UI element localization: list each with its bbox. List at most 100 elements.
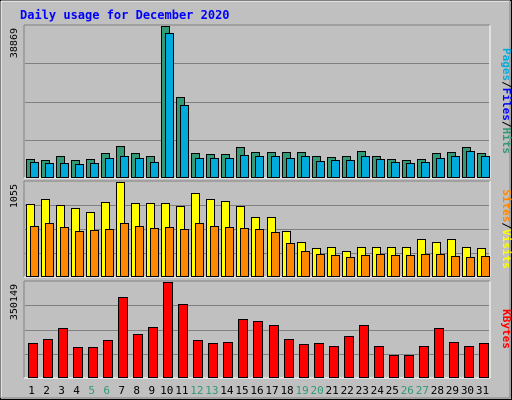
bar-sites-day-24: [376, 254, 385, 277]
legend-entry: /: [500, 121, 512, 128]
series-files: [30, 33, 490, 178]
bar-sites-day-3: [60, 227, 69, 277]
bar-sites-day-6: [105, 229, 114, 277]
x-tick-label-day-15: 15: [235, 384, 248, 397]
bar-kbytes-day-10: [163, 282, 173, 378]
panel-2: 1055 Sites/Visits: [9, 180, 512, 278]
x-tick-label-day-7: 7: [118, 384, 125, 397]
bar-sites-day-22: [346, 257, 355, 277]
chart-title: Daily usage for December 2020: [20, 8, 230, 22]
bar-sites-day-21: [331, 255, 340, 277]
x-tick-label-day-4: 4: [73, 384, 80, 397]
bar-sites-day-2: [45, 223, 54, 277]
bar-files-day-15: [240, 155, 249, 178]
bar-files-day-21: [331, 160, 340, 178]
x-tick-label-day-30: 30: [461, 384, 474, 397]
bar-sites-day-1: [30, 226, 39, 277]
bar-sites-day-23: [361, 255, 370, 277]
legend-entry: /: [500, 81, 512, 88]
bar-files-day-23: [361, 156, 370, 178]
bar-files-day-2: [45, 163, 54, 178]
bar-files-day-26: [406, 163, 415, 178]
bar-kbytes-day-25: [389, 355, 399, 378]
bar-kbytes-day-31: [479, 343, 489, 378]
bar-files-day-14: [225, 158, 234, 178]
y-axis-max-label: 38869: [9, 28, 20, 58]
bar-sites-day-28: [436, 254, 445, 277]
bar-kbytes-day-14: [223, 342, 233, 378]
bar-sites-day-17: [271, 232, 280, 277]
x-tick-label-day-10: 10: [160, 384, 173, 397]
bar-kbytes-day-15: [238, 319, 248, 378]
bar-kbytes-day-2: [43, 339, 53, 378]
bar-kbytes-day-29: [449, 342, 459, 378]
x-tick-label-day-12: 12: [190, 384, 203, 397]
bar-sites-day-10: [165, 227, 174, 277]
x-tick-label-day-13: 13: [205, 384, 218, 397]
x-tick-label-day-5: 5: [88, 384, 95, 397]
legend-panel-2: Sites/Visits: [500, 189, 512, 269]
x-tick-label-day-27: 27: [416, 384, 429, 397]
bar-sites-day-31: [481, 256, 490, 277]
legend-entry: Hits: [500, 128, 512, 155]
bar-files-day-11: [180, 105, 189, 178]
x-tick-label-day-21: 21: [326, 384, 339, 397]
series-kbytes: [28, 282, 489, 378]
bar-kbytes-day-24: [374, 346, 384, 378]
x-tick-label-day-22: 22: [341, 384, 354, 397]
bar-kbytes-day-21: [329, 346, 339, 378]
bar-sites-day-12: [195, 223, 204, 277]
x-tick-label-day-6: 6: [103, 384, 110, 397]
bar-kbytes-day-22: [344, 336, 354, 378]
bar-files-day-3: [60, 163, 69, 178]
bar-files-day-18: [286, 158, 295, 178]
bar-files-day-6: [105, 158, 114, 178]
bar-files-day-5: [90, 163, 99, 178]
bar-sites-day-9: [150, 228, 159, 277]
bar-kbytes-day-11: [178, 304, 188, 378]
bar-files-day-7: [120, 156, 129, 178]
y-axis-max-label: 1055: [9, 184, 20, 208]
x-tick-label-day-14: 14: [220, 384, 234, 397]
bar-files-day-13: [210, 158, 219, 178]
x-tick-label-day-9: 9: [148, 384, 155, 397]
x-tick-label-day-19: 19: [295, 384, 308, 397]
bar-sites-day-27: [421, 254, 430, 277]
legend-entry: Sites: [500, 189, 512, 222]
bar-kbytes-day-5: [88, 347, 98, 378]
bar-kbytes-day-9: [148, 327, 158, 378]
bar-kbytes-day-3: [58, 328, 68, 378]
bar-kbytes-day-20: [314, 343, 324, 378]
bar-sites-day-13: [210, 226, 219, 277]
legend-panel-1: Pages/Files/Hits: [500, 48, 512, 154]
bar-files-day-24: [376, 159, 385, 178]
bar-sites-day-30: [466, 257, 475, 277]
x-tick-label-day-18: 18: [280, 384, 293, 397]
bar-files-day-1: [30, 162, 39, 178]
bar-sites-day-29: [451, 256, 460, 277]
y-axis-max-label: 350149: [9, 284, 20, 320]
bar-kbytes-day-23: [359, 325, 369, 378]
x-tick-label-day-23: 23: [356, 384, 369, 397]
bar-kbytes-day-16: [253, 321, 263, 378]
legend-panel-3: KBytes: [500, 309, 512, 349]
x-tick-label-day-29: 29: [446, 384, 459, 397]
bar-kbytes-day-6: [103, 340, 113, 378]
bar-files-day-10: [165, 33, 174, 178]
x-tick-label-day-24: 24: [371, 384, 385, 397]
panel-1: 38869 Pages/Files/Hits: [9, 24, 512, 179]
bar-files-day-31: [481, 156, 490, 178]
bar-files-day-16: [255, 156, 264, 178]
bar-files-day-17: [271, 156, 280, 178]
bar-sites-day-16: [255, 229, 264, 277]
x-tick-label-day-1: 1: [28, 384, 35, 397]
bar-files-day-28: [436, 158, 445, 178]
bar-sites-day-20: [316, 254, 325, 277]
x-tick-label-day-26: 26: [401, 384, 414, 397]
bar-kbytes-day-17: [269, 325, 279, 378]
legend-entry: Files: [500, 88, 512, 121]
x-tick-label-day-31: 31: [476, 384, 489, 397]
bar-files-day-30: [466, 151, 475, 178]
